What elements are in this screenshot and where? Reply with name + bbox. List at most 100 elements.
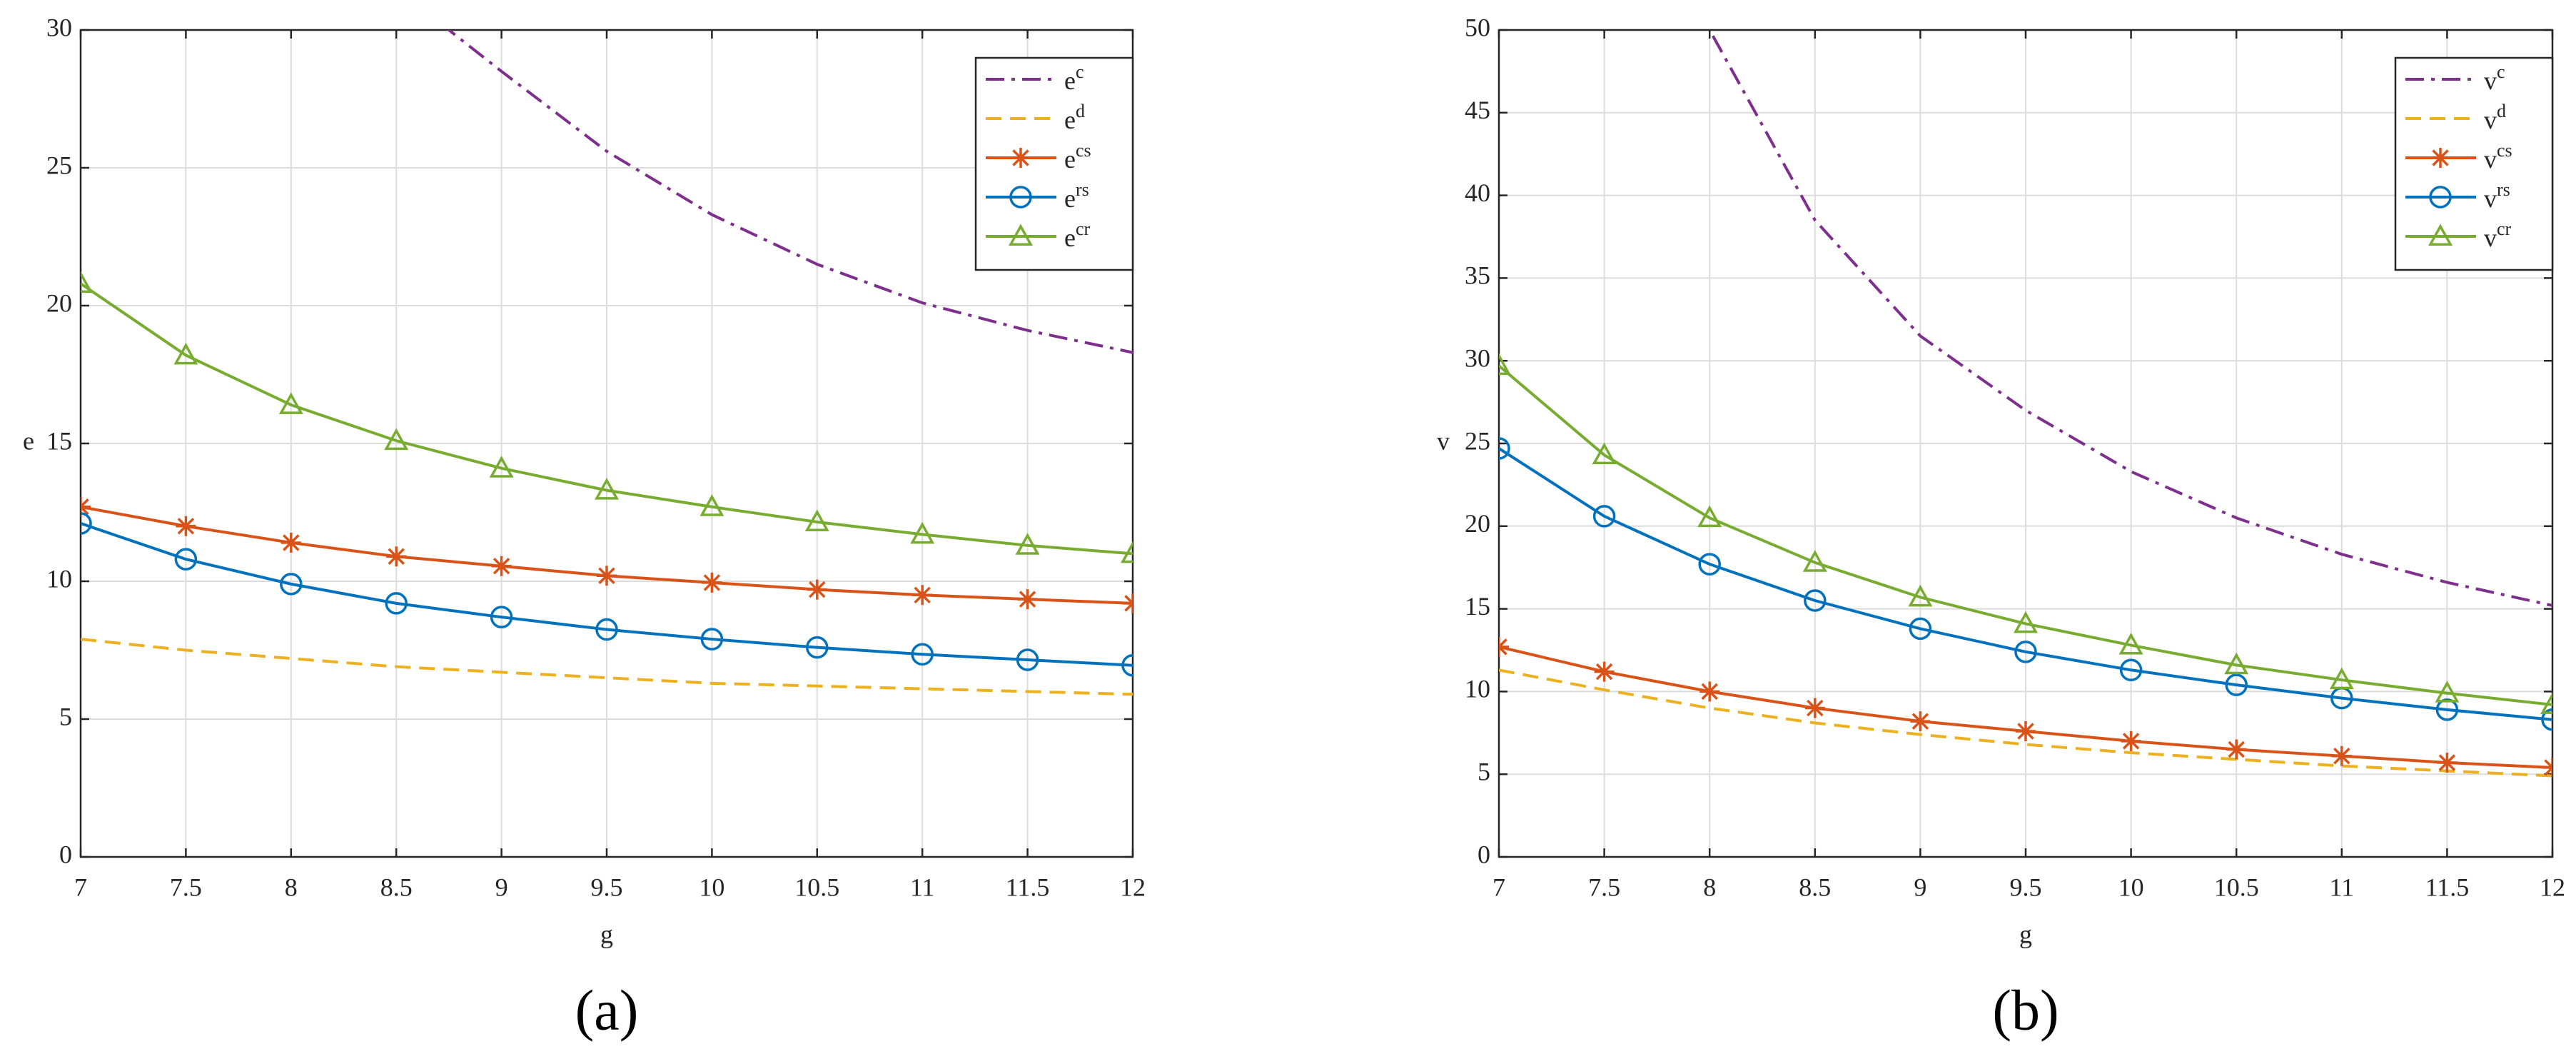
legend-label-sup: rs [2497, 179, 2510, 200]
marker [595, 618, 618, 641]
x-tick-label: 9 [1914, 873, 1926, 901]
marker [1909, 617, 1932, 641]
marker [385, 592, 408, 615]
x-tick-label: 7 [74, 873, 87, 901]
legend-label-sup: c [2497, 61, 2505, 82]
marker [2541, 708, 2552, 731]
x-tick-label: 11 [2329, 873, 2354, 901]
x-tick-label: 11 [910, 873, 935, 901]
legend-label-sup: cs [1076, 140, 1091, 161]
legend-label-sup: rs [1076, 179, 1089, 200]
legend-label-base: e [1064, 224, 1076, 252]
x-axis-label: g [600, 920, 613, 948]
marker [2331, 746, 2352, 766]
legend-label: vcr [2484, 219, 2512, 252]
x-tick-label: 8 [1703, 873, 1716, 901]
x-tick-label: 7.5 [170, 873, 202, 901]
marker [2429, 186, 2452, 209]
marker [1123, 593, 1133, 613]
marker [176, 516, 196, 536]
legend-label-base: e [1064, 184, 1076, 213]
legend-label-sup: cr [1076, 219, 1091, 239]
series-line [1499, 447, 2552, 721]
marker [2430, 148, 2450, 168]
x-tick-label: 10.5 [2214, 873, 2259, 901]
marker [2121, 731, 2141, 751]
marker [1910, 711, 1931, 732]
legend-label: ecr [1064, 219, 1091, 252]
legend-label-sup: d [1076, 101, 1085, 121]
marker [700, 628, 724, 651]
marker [806, 636, 829, 659]
marker [2118, 632, 2143, 655]
y-tick-label: 15 [46, 426, 72, 455]
legend-label-base: e [1064, 145, 1076, 174]
legend-label: vd [2484, 101, 2506, 134]
series-line [81, 522, 1133, 667]
marker [1499, 437, 1510, 460]
legend-label-base: v [2484, 106, 2497, 134]
x-tick-label: 11.5 [1006, 873, 1050, 901]
series-line [1499, 668, 2552, 778]
marker [1017, 589, 1038, 610]
marker [910, 521, 935, 544]
chart-panel: 0 5 10 15 20 25 30 35 40 45 50 7 7.5 8 8.5 9 9.5 10 10.5 11… [1437, 13, 2565, 1042]
legend-label-base: e [1064, 106, 1076, 134]
series-line [446, 30, 1133, 354]
legend-label-sup: cs [2497, 140, 2512, 161]
legend-label-sup: d [2497, 101, 2506, 121]
marker [1802, 550, 1827, 572]
marker [2224, 652, 2249, 675]
axes-box [1497, 29, 2554, 858]
marker [81, 512, 92, 535]
legend-label-base: v [2484, 66, 2497, 95]
y-tick-label: 30 [46, 13, 72, 41]
marker [489, 456, 514, 478]
y-axis-label: e [23, 426, 34, 455]
y-tick-label: 5 [59, 702, 72, 731]
marker [1698, 553, 1721, 576]
legend-box [2394, 56, 2554, 271]
marker [1592, 505, 1616, 528]
y-axis-label: v [1437, 426, 1450, 455]
x-tick-label: 10.5 [794, 873, 839, 901]
marker [1016, 648, 1039, 671]
marker [1009, 224, 1033, 246]
marker [1121, 653, 1133, 677]
y-tick-label: 40 [1465, 179, 1490, 207]
y-tick-label: 25 [46, 151, 72, 179]
y-tick-label: 25 [1465, 426, 1490, 455]
series-line [81, 282, 1133, 556]
x-tick-label: 10 [2118, 873, 2144, 901]
marker [2225, 673, 2248, 696]
x-tick-label: 8.5 [380, 873, 413, 901]
marker [1499, 636, 1509, 657]
legend-label: ec [1064, 61, 1084, 95]
marker [1015, 533, 1040, 555]
y-tick-label: 50 [1465, 13, 1490, 41]
marker [491, 556, 512, 576]
legend-label-base: e [1064, 66, 1076, 95]
y-tick-label: 0 [59, 840, 72, 868]
marker [1804, 698, 1825, 718]
plot-lines [81, 30, 1133, 696]
marker [699, 494, 724, 516]
marker [597, 566, 617, 586]
x-tick-label: 10 [699, 873, 724, 901]
marker [1908, 584, 1933, 607]
marker [281, 532, 301, 553]
marker [2437, 752, 2458, 773]
marker [2014, 611, 2038, 633]
marker [2014, 641, 2037, 663]
marker [2329, 667, 2354, 690]
legend-label: vcs [2484, 140, 2512, 174]
marker [278, 392, 303, 414]
legend-label-sup: c [1076, 61, 1084, 82]
marker [1804, 589, 1827, 612]
marker [2016, 721, 2036, 741]
x-tick-label: 9 [495, 873, 508, 901]
marker [1697, 505, 1722, 528]
y-tick-label: 20 [46, 288, 72, 317]
x-tick-label: 9.5 [2010, 873, 2042, 901]
